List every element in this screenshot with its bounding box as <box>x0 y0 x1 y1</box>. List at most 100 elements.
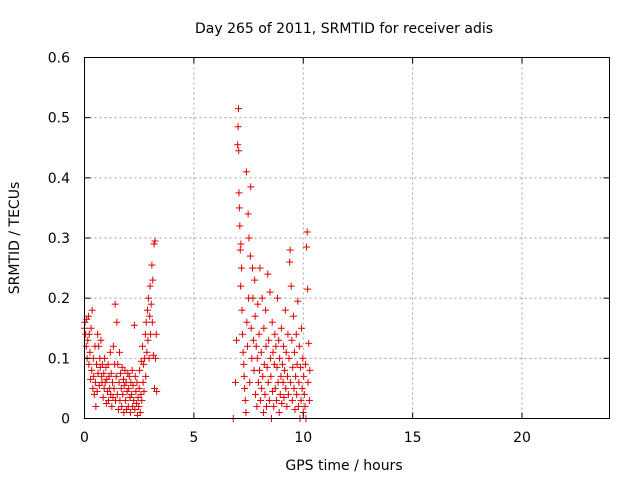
grid-lines <box>84 57 610 419</box>
data-point <box>255 330 263 338</box>
data-point <box>291 348 298 356</box>
data-point <box>101 378 109 386</box>
data-point <box>238 330 246 338</box>
data-point <box>88 366 96 374</box>
data-point <box>138 396 146 404</box>
data-point <box>284 330 292 338</box>
data-point <box>139 378 147 386</box>
data-point <box>135 402 143 410</box>
data-point <box>86 348 94 356</box>
data-point <box>237 282 245 290</box>
data-point <box>135 384 143 392</box>
data-point <box>147 300 155 308</box>
data-point <box>140 360 148 368</box>
data-point <box>97 336 105 344</box>
data-point <box>128 366 136 374</box>
data-point <box>243 318 251 326</box>
data-point <box>260 324 268 332</box>
data-point <box>253 354 261 362</box>
data-point <box>110 384 118 392</box>
data-point <box>144 294 152 302</box>
data-point <box>295 378 303 386</box>
data-point <box>133 378 141 386</box>
data-point <box>84 312 92 320</box>
data-point <box>290 384 298 392</box>
data-point <box>93 360 101 368</box>
data-point <box>105 396 113 404</box>
data-point <box>109 378 116 386</box>
data-point <box>121 366 129 374</box>
data-point <box>301 402 309 410</box>
data-point <box>125 384 133 392</box>
data-point <box>305 396 313 404</box>
data-point <box>122 396 130 404</box>
data-point <box>300 390 308 398</box>
data-point <box>146 312 154 320</box>
data-point <box>123 387 131 395</box>
data-point <box>284 372 291 380</box>
data-point <box>92 402 100 410</box>
data-point <box>303 228 311 236</box>
data-point <box>237 240 245 248</box>
data-point <box>107 369 115 377</box>
data-point <box>87 375 95 383</box>
data-point <box>145 354 153 362</box>
data-point <box>252 390 260 398</box>
data-point <box>151 237 159 245</box>
data-point <box>236 222 244 230</box>
data-point <box>140 387 148 395</box>
data-point <box>146 282 154 290</box>
y-tick-label: 0.1 <box>48 351 70 367</box>
data-point <box>289 312 297 320</box>
y-tick-label: 0.4 <box>48 171 70 187</box>
data-points <box>81 105 314 422</box>
data-point <box>280 342 288 350</box>
data-point <box>252 342 260 350</box>
data-point <box>262 342 270 350</box>
data-point <box>254 300 262 308</box>
data-point <box>254 378 262 386</box>
data-point <box>89 354 97 362</box>
data-point <box>300 372 308 380</box>
data-point <box>116 348 123 356</box>
data-point <box>264 378 272 386</box>
data-point <box>235 189 243 197</box>
data-point <box>305 339 313 347</box>
data-point <box>89 384 97 392</box>
data-point <box>267 372 275 380</box>
data-point <box>148 261 156 269</box>
data-point <box>240 372 248 380</box>
data-point <box>90 390 98 398</box>
data-point <box>235 147 243 155</box>
data-point <box>234 123 242 131</box>
data-point <box>231 378 239 386</box>
data-point <box>150 240 158 248</box>
data-point <box>119 390 127 398</box>
y-tick-label: 0 <box>61 412 70 428</box>
y-axis-label: SRMTID / TECUs <box>7 182 23 295</box>
data-point <box>276 354 284 362</box>
data-point <box>246 378 254 386</box>
data-point <box>263 402 270 410</box>
data-point <box>278 360 286 368</box>
data-point <box>238 264 246 272</box>
data-point <box>242 168 250 176</box>
data-point <box>85 360 93 368</box>
data-point <box>245 234 253 242</box>
data-point <box>114 405 122 413</box>
data-point <box>238 306 246 314</box>
y-tick-label: 0.6 <box>48 51 70 67</box>
data-point <box>95 342 103 350</box>
data-point <box>136 366 144 374</box>
data-point <box>90 372 98 380</box>
x-tick-label: 20 <box>513 430 531 446</box>
data-point <box>275 336 283 344</box>
data-point <box>271 384 279 392</box>
data-point <box>88 306 96 314</box>
data-point <box>283 402 291 410</box>
data-point <box>144 306 151 314</box>
data-point <box>94 330 102 338</box>
data-point <box>142 372 150 380</box>
x-tick-label: 5 <box>189 430 198 446</box>
data-point <box>125 372 133 380</box>
